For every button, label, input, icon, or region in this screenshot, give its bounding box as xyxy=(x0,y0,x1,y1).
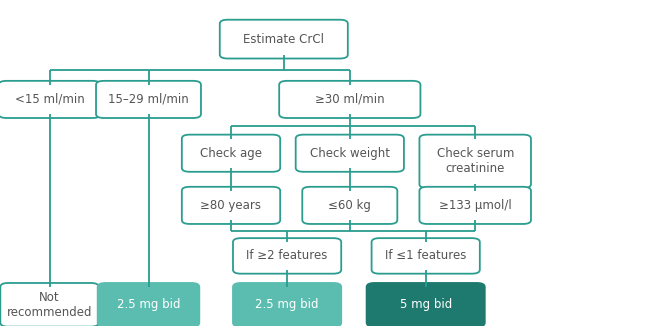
FancyBboxPatch shape xyxy=(296,135,404,172)
Text: Check age: Check age xyxy=(200,147,262,160)
FancyBboxPatch shape xyxy=(367,283,484,326)
Text: If ≥2 features: If ≥2 features xyxy=(246,249,328,262)
Text: ≥133 μmol/l: ≥133 μmol/l xyxy=(439,199,512,212)
Text: If ≤1 features: If ≤1 features xyxy=(385,249,467,262)
FancyBboxPatch shape xyxy=(0,81,100,118)
Text: ≥80 years: ≥80 years xyxy=(201,199,261,212)
Text: 2.5 mg bid: 2.5 mg bid xyxy=(255,298,319,311)
Text: Not
recommended: Not recommended xyxy=(7,291,92,319)
Text: ≥30 ml/min: ≥30 ml/min xyxy=(315,93,385,106)
FancyBboxPatch shape xyxy=(0,283,99,326)
Text: ≤60 kg: ≤60 kg xyxy=(329,199,371,212)
FancyBboxPatch shape xyxy=(372,238,480,274)
FancyBboxPatch shape xyxy=(420,135,531,188)
FancyBboxPatch shape xyxy=(233,283,341,326)
Text: 2.5 mg bid: 2.5 mg bid xyxy=(117,298,180,311)
Text: 15–29 ml/min: 15–29 ml/min xyxy=(108,93,189,106)
FancyBboxPatch shape xyxy=(279,81,420,118)
Text: <15 ml/min: <15 ml/min xyxy=(15,93,84,106)
FancyBboxPatch shape xyxy=(98,283,199,326)
Text: 5 mg bid: 5 mg bid xyxy=(399,298,452,311)
FancyBboxPatch shape xyxy=(233,238,341,274)
FancyBboxPatch shape xyxy=(220,20,348,59)
FancyBboxPatch shape xyxy=(182,135,280,172)
Text: Check weight: Check weight xyxy=(310,147,390,160)
FancyBboxPatch shape xyxy=(420,187,531,224)
Text: Check serum
creatinine: Check serum creatinine xyxy=(436,147,514,175)
Text: Estimate CrCl: Estimate CrCl xyxy=(244,33,324,46)
FancyBboxPatch shape xyxy=(302,187,397,224)
FancyBboxPatch shape xyxy=(96,81,201,118)
FancyBboxPatch shape xyxy=(182,187,280,224)
